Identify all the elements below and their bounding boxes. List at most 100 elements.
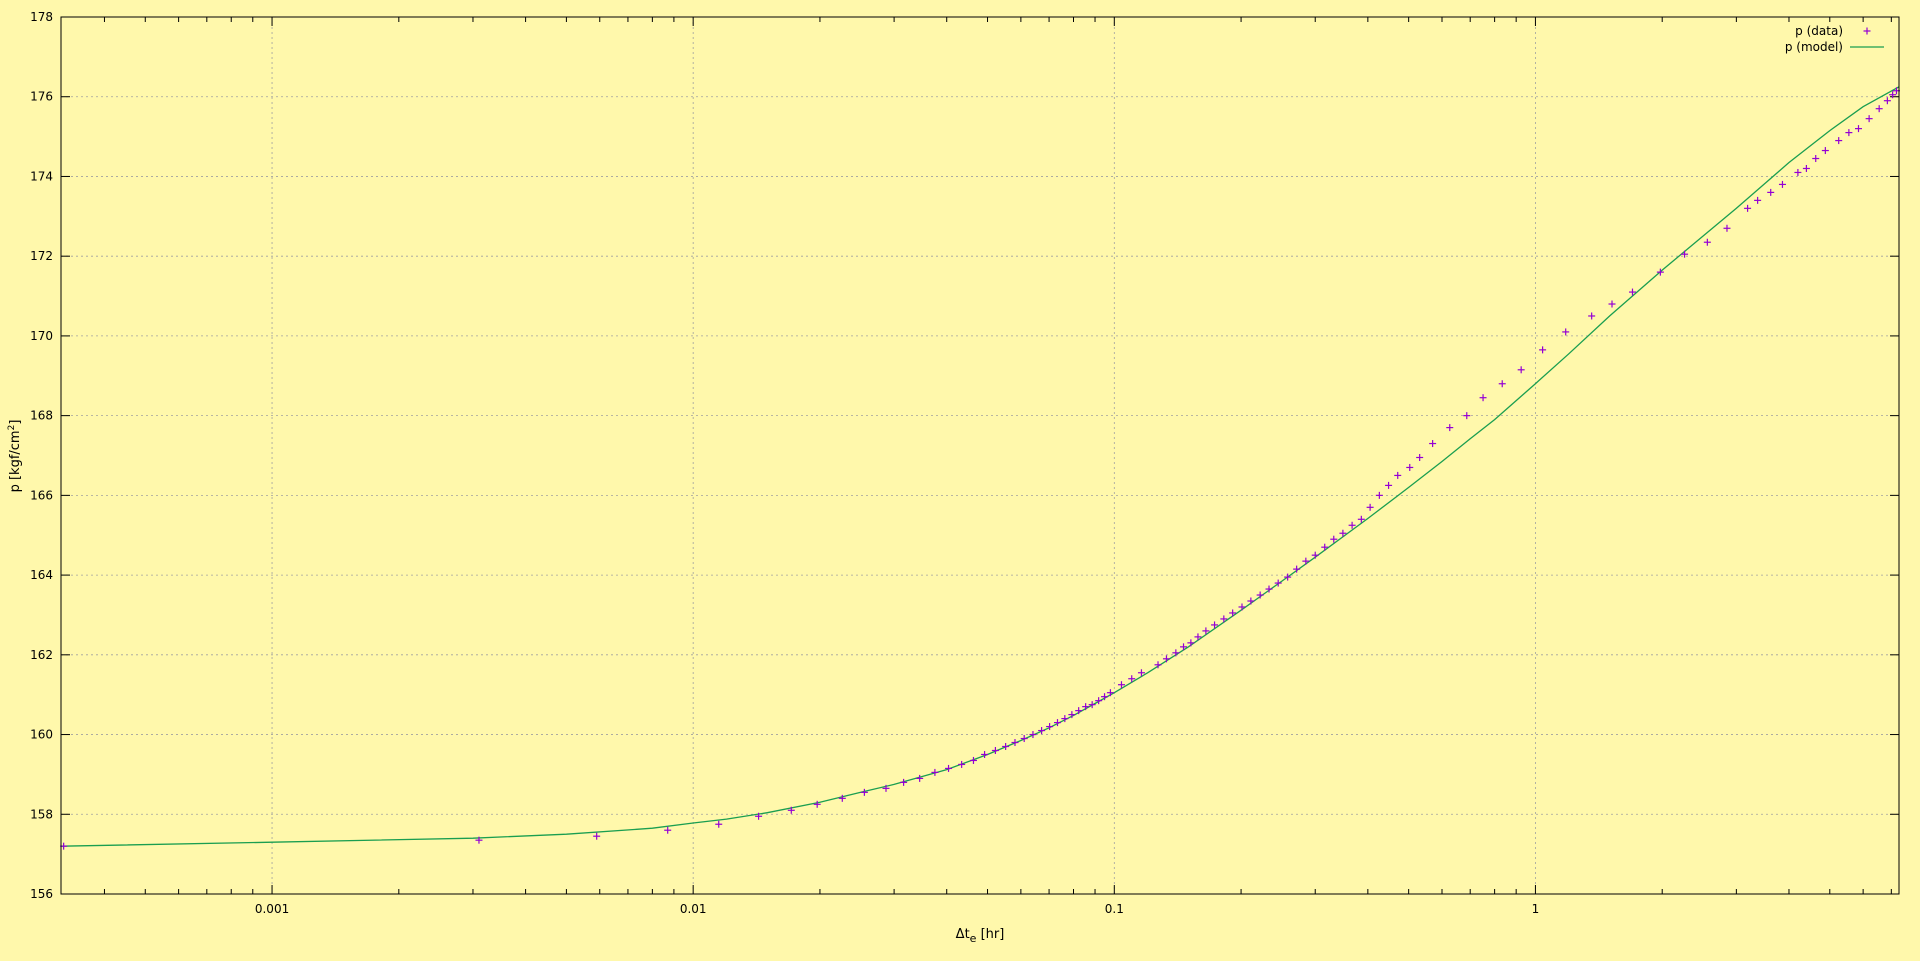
data-point [931,768,939,776]
x-tick-label: 0.01 [680,902,707,916]
data-point [1247,597,1255,605]
y-axis-label-rest: ] [8,420,23,425]
data-point [1011,739,1019,747]
data-point [1095,697,1103,705]
y-tick-label: 158 [30,807,53,821]
data-point [900,778,908,786]
y-tick-label: 174 [30,169,53,183]
data-point [1889,91,1897,99]
data-point [945,764,953,772]
data-point [1265,585,1273,593]
data-point [1375,491,1383,499]
y-tick-label: 176 [30,90,53,104]
axis-ticks: 156 158 160 162 164 166 168 170 172 174 176 178 0.00… [30,10,1899,916]
series-line-model [60,86,1900,847]
data-point [991,746,999,754]
data-point [1061,715,1069,723]
y-axis-label-sup: 2 [7,425,17,431]
data-point [787,806,795,814]
y-axis-label-main: p [kgf/cm [8,430,23,492]
data-point [1339,529,1347,537]
data-point [1754,196,1762,204]
data-point [1883,97,1891,105]
data-point [1220,615,1228,623]
data-point [1256,591,1264,599]
legend: p (data) p (model) [1785,24,1884,54]
data-point [1479,394,1487,402]
data-point [813,800,821,808]
data-point [1293,565,1301,573]
data-point [715,820,723,828]
data-point [1778,180,1786,188]
data-point [1194,633,1202,641]
data-point [1053,719,1061,727]
data-point [860,788,868,796]
data-point [1162,655,1170,663]
data-point [1703,238,1711,246]
data-point [1311,551,1319,559]
data-point [1154,661,1162,669]
data-point [1002,743,1010,751]
data-point [1463,412,1471,420]
data-point [1628,288,1636,296]
data-point [1865,115,1873,123]
data-point [1284,573,1292,581]
data-point [958,760,966,768]
data-point [1588,312,1596,320]
data-point [1385,481,1393,489]
data-point [664,826,672,834]
y-tick-label: 162 [30,648,53,662]
data-point [1211,621,1219,629]
data-point [1321,543,1329,551]
data-point [1845,129,1853,137]
data-point [1075,707,1083,715]
data-point [1180,643,1188,651]
data-point [1082,703,1090,711]
series-layer [60,86,1900,850]
x-tick-label: 0.1 [1105,902,1124,916]
y-tick-label: 178 [30,10,53,24]
data-point [1088,701,1096,709]
data-point [1366,503,1374,511]
data-point [1238,603,1246,611]
data-point [1681,250,1689,258]
x-tick-label: 1 [1532,902,1540,916]
y-tick-label: 160 [30,728,53,742]
data-point [1855,125,1863,133]
data-point [882,784,890,792]
data-point [593,832,601,840]
data-point [1835,137,1843,145]
data-point [1723,224,1731,232]
data-point [1229,609,1237,617]
legend-label-data: p (data) [1795,24,1843,38]
data-point [1274,579,1282,587]
data-point [1068,711,1076,719]
data-point [1539,346,1547,354]
y-tick-label: 156 [30,887,53,901]
data-point [1394,471,1402,479]
data-point [1172,649,1180,657]
x-axis-label-main: Δt [956,927,970,942]
data-point [1330,535,1338,543]
data-point [1046,723,1054,731]
y-tick-label: 170 [30,329,53,343]
data-point [1821,147,1829,155]
data-point [1744,204,1752,212]
data-point [1767,188,1775,196]
data-point [755,812,763,820]
data-point [969,756,977,764]
grid [61,17,1899,894]
data-point [1348,521,1356,529]
data-point [1029,731,1037,739]
data-point [1406,463,1414,471]
data-point [1117,681,1125,689]
data-point [1608,300,1616,308]
data-point [1794,168,1802,176]
data-point [1038,727,1046,735]
data-point [981,750,989,758]
data-point [1517,366,1525,374]
data-point [1656,268,1664,276]
data-point [1137,669,1145,677]
y-tick-label: 166 [30,488,53,502]
